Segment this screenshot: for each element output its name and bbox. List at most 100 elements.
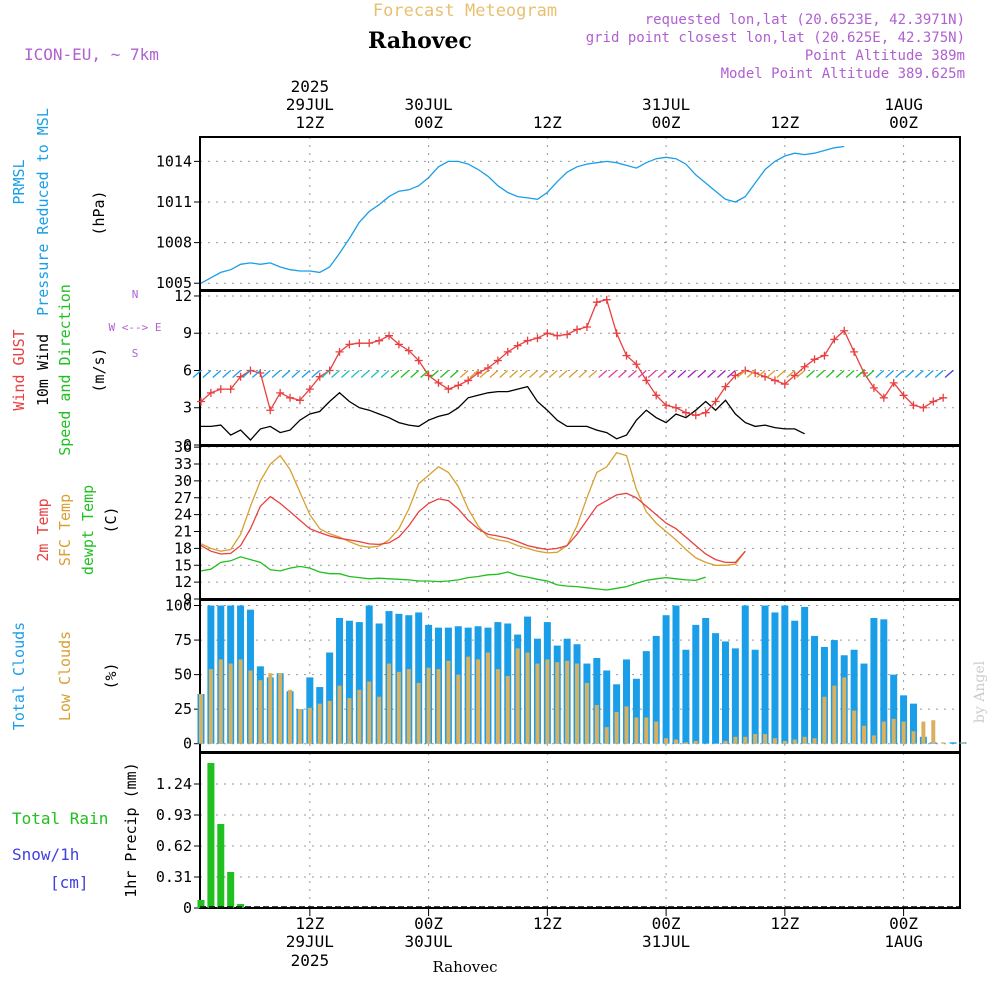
wind-direction-barb (895, 369, 905, 378)
label-snow: Snow/1h (12, 845, 79, 864)
total-clouds-bar (880, 619, 888, 744)
wind-direction-barb (756, 369, 766, 378)
low-clouds-bar (238, 659, 243, 744)
low-clouds-bar (862, 725, 867, 744)
axis-date-bottom: 30JUL (405, 932, 453, 951)
rain-bar (207, 763, 215, 908)
gust-marker (295, 396, 304, 405)
wind-direction-barb (519, 369, 528, 378)
y-tick-label: 15 (174, 556, 192, 574)
total-clouds-bar (781, 605, 789, 744)
wind-direction-barb (469, 369, 479, 378)
wind-direction-barb (875, 369, 885, 378)
axis-date-bottom: 31JUL (642, 932, 690, 951)
wind-direction-barb (934, 369, 944, 378)
axis-date-top: 1AUG (884, 95, 923, 114)
rain-bar (237, 904, 245, 908)
gust-marker (869, 383, 878, 392)
wind-direction-barb (529, 369, 538, 378)
low-clouds-bar (941, 742, 946, 744)
gust-marker (286, 393, 295, 402)
total-clouds-bar (909, 703, 917, 744)
wind-direction-barb (222, 369, 232, 378)
wind-direction-barb (726, 369, 736, 378)
total-clouds-bar (890, 674, 898, 744)
gust-marker (434, 378, 443, 387)
y-tick-label: 1008 (156, 234, 192, 252)
low-clouds-bar (456, 674, 461, 744)
axis-date-top: 31JUL (642, 95, 690, 114)
gust-marker (365, 339, 374, 348)
wind-direction-barb (430, 369, 439, 378)
wind-direction-barb (281, 369, 291, 378)
panel-frame (199, 752, 961, 909)
total-clouds-bar (603, 670, 611, 744)
gust-marker (721, 382, 730, 391)
total-clouds-bar (702, 617, 710, 744)
wind-direction-barb (251, 369, 261, 378)
wind-direction-barb (905, 369, 914, 378)
gust-marker (642, 376, 651, 385)
total-clouds-bar (326, 652, 334, 744)
low-clouds-bar (466, 656, 471, 744)
gust-marker (780, 380, 789, 389)
low-clouds-bar (772, 738, 777, 744)
label-dewpt-temp: dewpt Temp (79, 485, 97, 575)
low-clouds-bar (387, 663, 392, 744)
gust-marker (592, 298, 601, 307)
wind-direction-barb (647, 369, 657, 378)
wind-direction-barb (509, 369, 519, 378)
total-clouds-bar (642, 651, 650, 744)
gust-marker (652, 391, 661, 400)
wind-direction-barb (776, 369, 786, 378)
wind-direction-barb (548, 369, 558, 378)
wind-direction-barb (944, 369, 954, 378)
requested-coords: requested lon,lat (20.6523E, 42.3971N) (645, 12, 965, 28)
panel-frame (199, 136, 961, 291)
gust-marker (503, 347, 512, 356)
gust-marker (226, 385, 235, 394)
wind-direction-barb (865, 369, 875, 378)
location-title: Rahovec (368, 28, 472, 54)
gust-marker (939, 393, 948, 402)
y-tick-label: 0.62 (156, 837, 192, 855)
wind-direction-barb (242, 369, 251, 378)
gust-marker (523, 336, 532, 345)
total-clouds-bar (692, 624, 700, 744)
axis-time-bottom: 00Z (414, 914, 443, 933)
total-clouds-bar (593, 658, 601, 744)
low-clouds-bar (436, 669, 441, 744)
wind-direction-barb (400, 369, 410, 378)
low-clouds-bar (753, 734, 758, 744)
label-snow-cm: [cm] (50, 873, 89, 892)
y-tick-label: 30 (174, 472, 192, 490)
gust-marker (889, 378, 898, 387)
low-clouds-bar (891, 718, 896, 744)
low-clouds-bar (258, 680, 263, 744)
wind-direction-barb (717, 369, 726, 378)
gust-marker (563, 330, 572, 339)
gust-marker (553, 331, 562, 340)
gust-marker (919, 403, 928, 412)
total-clouds-bar (751, 649, 759, 744)
low-clouds-bar (634, 717, 639, 744)
low-clouds-bar (584, 682, 589, 744)
axis-date-top: 30JUL (405, 95, 453, 114)
low-clouds-bar (842, 677, 847, 744)
gust-marker (612, 329, 621, 338)
y-tick-label: 21 (174, 523, 192, 541)
panel-frame (199, 290, 961, 446)
wind-direction-barb (786, 369, 796, 378)
wind-direction-barb (439, 369, 449, 378)
total-clouds-bar (672, 605, 680, 744)
axis-time-top: 12Z (770, 113, 799, 132)
gust-marker (671, 403, 680, 412)
gust-marker (662, 401, 671, 410)
gust-marker (701, 408, 710, 417)
low-clouds-bar (357, 689, 362, 744)
gust-marker (196, 397, 205, 406)
gust-marker (444, 385, 453, 394)
gust-marker (414, 356, 423, 365)
total-clouds-bar (365, 605, 373, 744)
wind-direction-barb (825, 369, 835, 378)
